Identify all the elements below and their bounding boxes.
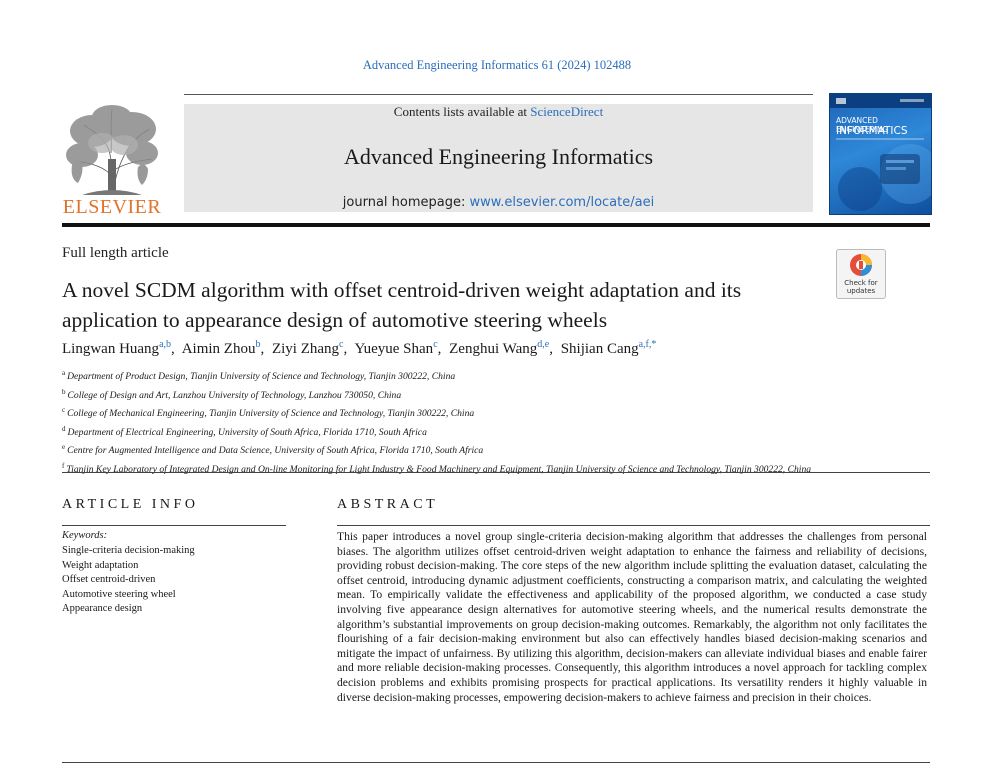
journal-citation[interactable]: Advanced Engineering Informatics 61 (202… xyxy=(362,58,632,72)
cover-artwork-icon xyxy=(830,94,931,211)
homepage-link[interactable]: www.elsevier.com/locate/aei xyxy=(469,195,655,210)
cover-title-line2: INFORMATICS xyxy=(836,125,908,137)
keyword-item: Offset centroid-driven xyxy=(62,574,156,585)
author-separator: , xyxy=(549,341,553,357)
journal-homepage: journal homepage: www.elsevier.com/locat… xyxy=(184,195,813,210)
affiliation-key: c xyxy=(62,406,66,415)
journal-title[interactable]: Advanced Engineering Informatics xyxy=(343,144,654,169)
elsevier-tree-logo-icon[interactable] xyxy=(62,103,162,215)
affiliation-list: a Department of Product Design, Tianjin U… xyxy=(62,366,922,478)
author-separator: , xyxy=(343,341,348,357)
keyword-item: Single-criteria decision-making xyxy=(62,545,195,556)
header-thick-divider xyxy=(62,223,930,227)
elsevier-logo-text: ELSEVIER xyxy=(62,196,162,218)
author[interactable]: Lingwan Huanga,b xyxy=(62,339,172,357)
author-name: Yueyue Shan xyxy=(354,341,434,357)
author-separator: , xyxy=(171,341,175,357)
author-name: Zenghui Wang xyxy=(449,341,538,357)
contents-prefix: Contents lists available at xyxy=(393,104,531,119)
homepage-prefix: journal homepage: xyxy=(342,195,470,210)
article-type: Full length article xyxy=(62,245,169,261)
article-info-divider xyxy=(62,525,286,526)
author-name: Lingwan Huang xyxy=(62,341,160,357)
author-separator: , xyxy=(437,341,442,357)
author-affiliation-marker[interactable]: a,f,* xyxy=(638,339,657,350)
author[interactable]: Yueyue Shanc xyxy=(354,339,438,357)
author-name: Shijian Cang xyxy=(560,341,639,357)
article-info-heading: ARTICLE INFO xyxy=(62,497,199,512)
bottom-divider xyxy=(62,762,930,763)
affiliation-text: College of Mechanical Engineering, Tianj… xyxy=(67,408,475,420)
check-updates-label: Check for updates xyxy=(837,279,885,295)
affiliation-item: c College of Mechanical Engineering, Tian… xyxy=(62,403,922,422)
author-separator: , xyxy=(260,341,265,357)
check-updates-line2: updates xyxy=(846,287,876,295)
affiliation-text: College of Design and Art, Lanzhou Unive… xyxy=(67,389,402,401)
journal-cover-image[interactable]: ADVANCED ENGINEERING INFORMATICS xyxy=(829,93,932,215)
article-title: A novel SCDM algorithm with offset centr… xyxy=(62,278,742,332)
check-updates-line1: Check for xyxy=(844,279,878,287)
contents-availability: Contents lists available at ScienceDirec… xyxy=(184,104,813,120)
affiliation-text: Tianjin Key Laboratory of Integrated Des… xyxy=(66,464,812,476)
author-affiliation-marker[interactable]: a,b xyxy=(159,339,172,350)
affiliation-key: e xyxy=(62,443,66,452)
affiliation-text: Centre for Augmented Intelligence and Da… xyxy=(67,445,484,457)
check-updates-icon xyxy=(850,254,872,276)
author-affiliation-marker[interactable]: c xyxy=(433,339,438,350)
affiliation-key: a xyxy=(62,369,66,377)
affiliation-key: f xyxy=(62,461,65,470)
cover-title-line1: ADVANCED ENGINEERING xyxy=(836,116,889,134)
affiliation-item: a Department of Product Design, Tianjin U… xyxy=(62,366,922,385)
author-affiliation-marker[interactable]: c xyxy=(339,339,344,350)
affiliation-text: Department of Product Design, Tianjin Un… xyxy=(67,371,456,383)
author-list: Lingwan Huanga,b, Aimin Zhoub, Ziyi Zhan… xyxy=(62,339,922,358)
top-divider xyxy=(184,94,813,95)
author[interactable]: Shijian Canga,f,* xyxy=(560,339,657,357)
journal-banner: Contents lists available at ScienceDirec… xyxy=(184,104,813,212)
affiliation-key: d xyxy=(62,424,66,433)
affiliation-item: d Department of Electrical Engineering, U… xyxy=(62,422,922,441)
affiliation-text: Department of Electrical Engineering, Un… xyxy=(67,426,427,438)
sciencedirect-link[interactable]: ScienceDirect xyxy=(530,104,604,119)
author-name: Ziyi Zhang xyxy=(271,341,340,357)
keywords-list: Single-criteria decision-making Weight a… xyxy=(62,544,195,617)
abstract-heading: ABSTRACT xyxy=(337,497,439,512)
author-affiliation-marker[interactable]: d,e xyxy=(537,339,550,350)
check-for-updates-button[interactable]: Check for updates xyxy=(836,249,886,299)
affiliation-item: e Centre for Augmented Intelligence and D… xyxy=(62,440,922,459)
author-affiliation-marker[interactable]: b xyxy=(255,339,261,350)
affiliation-item: b College of Design and Art, Lanzhou Univ… xyxy=(62,385,922,404)
author[interactable]: Ziyi Zhangc xyxy=(271,339,344,357)
author-name: Aimin Zhou xyxy=(181,341,256,357)
abstract-text: This paper introduces a novel group sing… xyxy=(337,530,927,704)
keyword-item: Appearance design xyxy=(62,603,143,614)
abstract-divider xyxy=(337,525,930,526)
author[interactable]: Aimin Zhoub xyxy=(181,339,261,357)
keywords-label: Keywords: xyxy=(62,530,108,541)
section-divider xyxy=(62,472,930,473)
affiliation-item: f Tianjin Key Laboratory of Integrated De… xyxy=(62,459,922,478)
keyword-item: Automotive steering wheel xyxy=(62,588,176,600)
keyword-item: Weight adaptation xyxy=(62,559,139,571)
affiliation-key: b xyxy=(62,387,66,396)
author[interactable]: Zenghui Wangd,e xyxy=(449,339,550,357)
